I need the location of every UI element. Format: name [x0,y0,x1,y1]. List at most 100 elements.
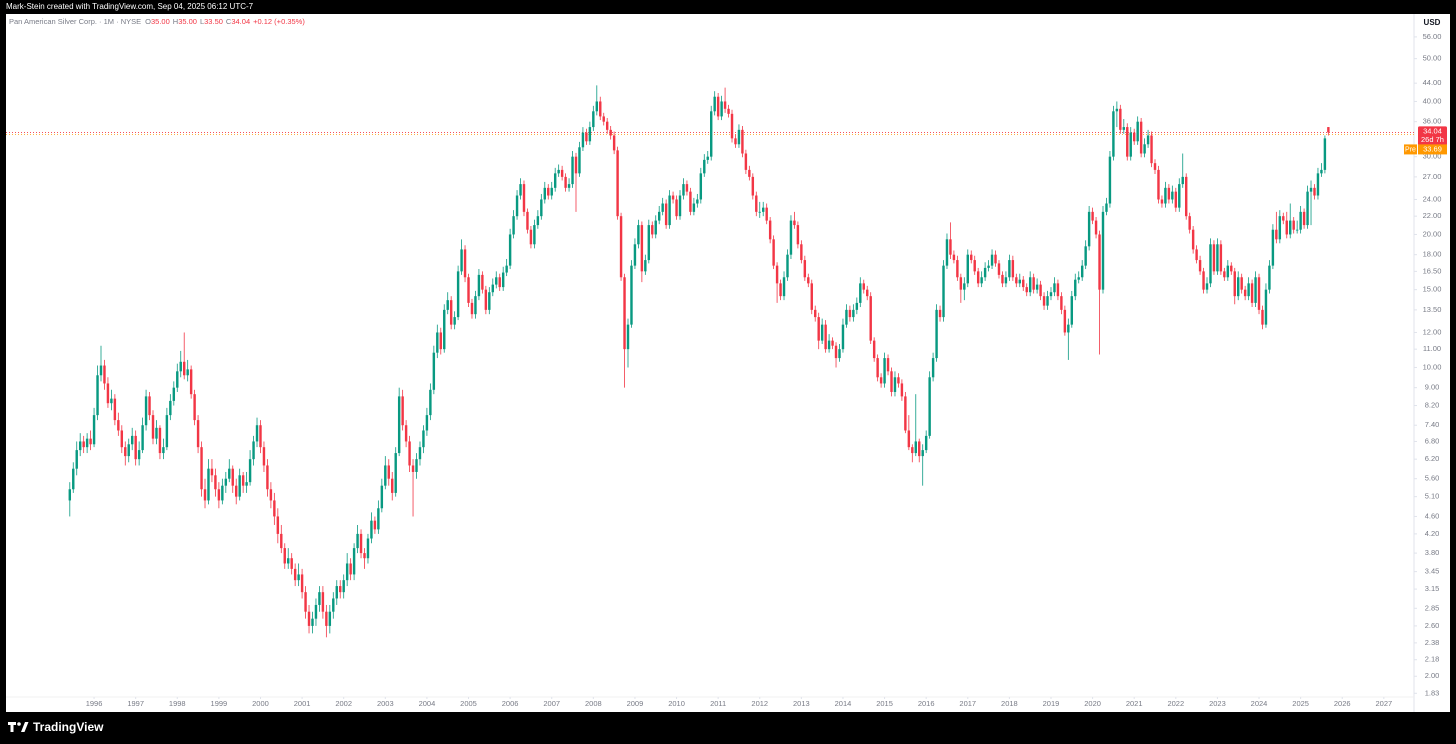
y-tick-label: 24.00 [1423,194,1442,203]
candle-body [682,184,685,196]
candle-body [512,216,515,235]
candle-body [737,129,741,145]
candle-body [411,465,415,472]
x-tick-label: 2020 [1084,699,1101,708]
candle-body [1008,260,1011,278]
y-tick-label: 15.00 [1423,285,1442,294]
candle-body [727,108,730,114]
candle-body [619,216,623,278]
candle-body [1275,229,1278,240]
candle-body [1202,271,1205,290]
candle-body [654,220,657,235]
candle-body [387,465,390,479]
candle-body [235,485,238,497]
y-tick-label: 3.15 [1425,584,1440,593]
candle-body [879,377,883,384]
candle-body [134,435,137,460]
candle-body [966,254,969,284]
candle-body [845,309,848,325]
candle-body [1039,284,1042,297]
candle-body [706,156,709,160]
candle-body [1226,265,1230,278]
candle-body [588,127,592,142]
x-tick-label: 2019 [1043,699,1060,708]
candle-body [1178,184,1181,208]
candle-body [1028,277,1032,293]
candle-body [463,249,467,278]
candle-body [293,568,297,581]
candle-body [325,611,328,626]
candle-body [900,383,904,397]
candle-body [952,254,956,261]
legend-key: L [200,17,204,26]
candle-body [997,263,1001,275]
candle-body [193,394,196,421]
candle-body [363,553,366,559]
candle-body [914,441,917,454]
candle-body [945,239,949,266]
candle-body [547,187,550,196]
candle-body [221,485,224,501]
candle-body [560,169,564,177]
candle-body [644,260,647,272]
candle-body [775,265,779,284]
currency[interactable]: USD [1424,18,1441,27]
candle-body [1132,132,1136,142]
candle-body [1077,277,1080,280]
candle-body [415,459,418,472]
candle-body [755,195,758,212]
candle-body [345,563,349,581]
candle-body [1146,135,1150,145]
x-tick-label: 2014 [835,699,852,708]
x-tick-label: 2004 [419,699,436,708]
candle-body [928,377,931,436]
candle-body [647,225,651,261]
candle-body [696,199,699,204]
candle-body [1285,220,1288,235]
candle-body [75,450,78,469]
candle-body [595,101,599,112]
x-tick-label: 2015 [876,699,893,708]
candle-body [498,277,501,288]
candle-body [477,274,481,297]
candle-body [1167,187,1171,200]
candle-body [224,478,228,486]
y-tick-label: 6.80 [1425,436,1440,445]
candle-body [300,574,304,593]
candle-body [664,203,668,226]
candle-body [550,187,553,196]
candle-body [1001,274,1004,284]
legend-key: O [145,17,151,26]
candle-body [408,441,411,466]
y-tick-label: 12.00 [1423,327,1442,336]
candle-body [970,254,973,261]
y-tick-label: 18.00 [1423,250,1442,259]
candle-body [956,260,959,278]
candle-body [1327,127,1330,133]
candle-body [328,611,332,626]
candle-body [529,229,533,245]
candle-body [515,195,519,217]
candle-body [85,438,89,448]
candle-body [1101,211,1105,290]
candle-body [1015,277,1018,284]
candle-body [245,482,248,486]
candle-body [1080,265,1084,278]
candle-body [1025,287,1028,293]
candle-body [685,184,689,192]
y-tick-label: 2.85 [1425,603,1440,612]
candle-body [938,309,942,318]
candle-body [297,574,300,581]
candle-body [866,289,869,297]
candle-body [886,358,890,372]
x-tick-label: 2023 [1209,699,1226,708]
x-tick-label: 2005 [460,699,477,708]
candle-body [103,365,106,384]
candle-body [200,447,203,490]
candle-body [1205,283,1209,290]
candle-body [564,176,567,188]
candle-body [203,489,207,501]
y-tick-label: 8.20 [1425,401,1440,410]
candle-body [924,435,928,451]
